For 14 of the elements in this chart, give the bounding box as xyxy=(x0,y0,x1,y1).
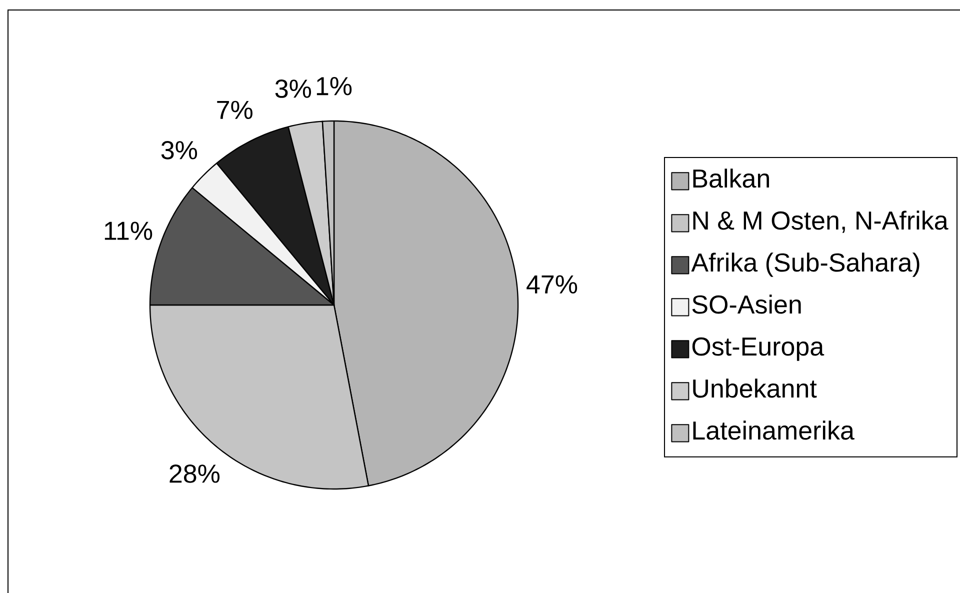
legend-label: Afrika (Sub-Sahara) xyxy=(691,252,920,277)
legend-label: Lateinamerika xyxy=(693,420,854,440)
data-label: 3% xyxy=(161,140,198,160)
legend-label: SO-Asien xyxy=(692,294,801,314)
legend-label: Balkan xyxy=(693,168,769,188)
legend-label: N & M Osten, N-Afrika xyxy=(693,210,948,233)
data-label: 1% xyxy=(316,77,352,96)
data-label: 7% xyxy=(217,100,252,119)
legend-label: Unbekannt xyxy=(693,378,817,398)
legend-label: Ost-Europa xyxy=(692,337,824,361)
data-label: 11% xyxy=(104,222,152,240)
data-label: 47% xyxy=(526,275,578,294)
data-label: 3% xyxy=(275,80,312,98)
data-label: 28% xyxy=(170,464,220,483)
